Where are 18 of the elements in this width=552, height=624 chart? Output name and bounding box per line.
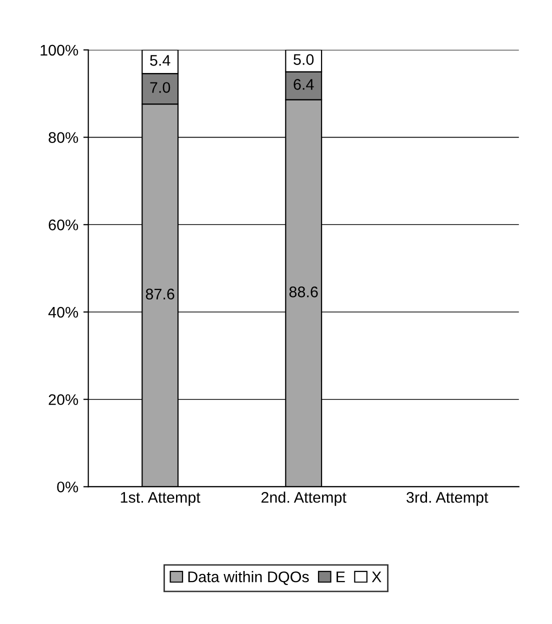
data-label: 5.4 — [150, 55, 170, 66]
x-tick-label: 1st. Attempt — [120, 492, 200, 506]
legend-label: Data within DQOs — [188, 571, 309, 586]
y-tick-label: 60% — [48, 220, 78, 230]
y-tick-label: 0% — [57, 482, 78, 492]
data-label: 5.0 — [294, 54, 314, 65]
data-label: 87.6 — [146, 288, 174, 300]
y-tick-label: 20% — [48, 394, 78, 406]
x-tick-label: 2nd. Attempt — [261, 492, 346, 506]
data-label: 7.0 — [150, 82, 170, 93]
data-label: 88.6 — [289, 286, 318, 298]
y-tick-label: 100% — [40, 44, 78, 56]
legend-label: E — [336, 572, 345, 582]
x-tick-label: 3rd. Attempt — [406, 492, 488, 506]
y-tick-label: 40% — [48, 306, 78, 318]
legend-label: X — [372, 572, 382, 582]
data-label: 6.4 — [294, 79, 314, 90]
y-tick-label: 80% — [48, 132, 78, 143]
